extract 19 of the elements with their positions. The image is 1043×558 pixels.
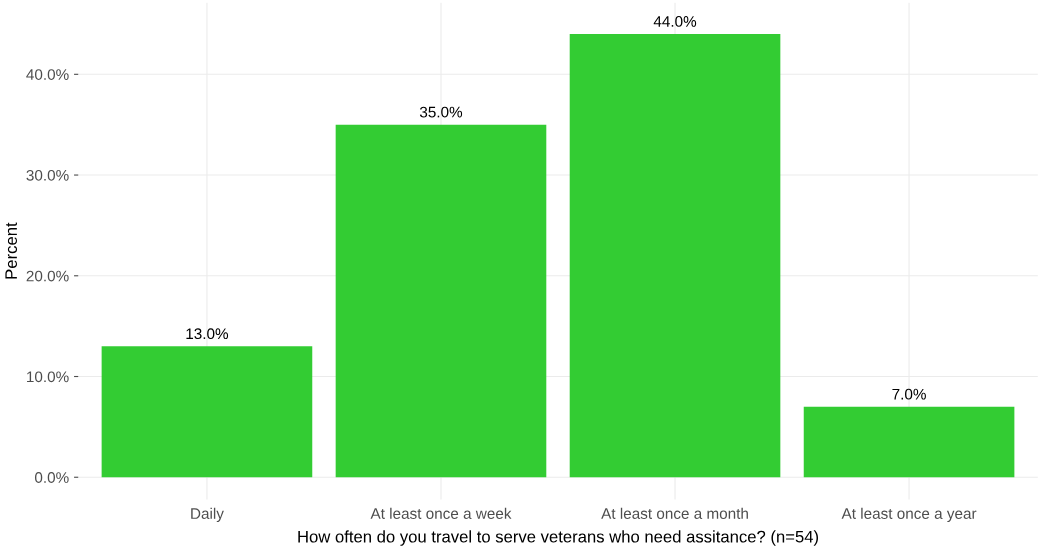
y-tick-label: 0.0% — [34, 472, 69, 483]
data-label: 7.0% — [892, 388, 926, 400]
bar — [569, 34, 781, 478]
y-tick-label: 40.0% — [26, 69, 69, 80]
y-tick-label: 30.0% — [26, 169, 69, 181]
data-label: 35.0% — [419, 106, 463, 118]
y-axis-title: Percent — [5, 222, 18, 279]
x-tick-label: Daily — [191, 507, 224, 522]
data-label: 13.0% — [186, 328, 229, 340]
x-tick-label: At least once a year — [841, 507, 977, 522]
x-tick-label: At least once a month — [601, 507, 748, 519]
y-tick-label: 10.0% — [27, 371, 69, 383]
bar — [101, 346, 313, 478]
bar — [803, 406, 1015, 478]
x-axis-title: How often do you travel to serve veterans who need assitance? (n=54) — [298, 530, 819, 546]
bar — [335, 124, 547, 478]
x-tick-label: At least once a week — [370, 507, 512, 519]
data-label: 44.0% — [653, 16, 697, 27]
y-tick-label: 20.0% — [26, 270, 69, 282]
